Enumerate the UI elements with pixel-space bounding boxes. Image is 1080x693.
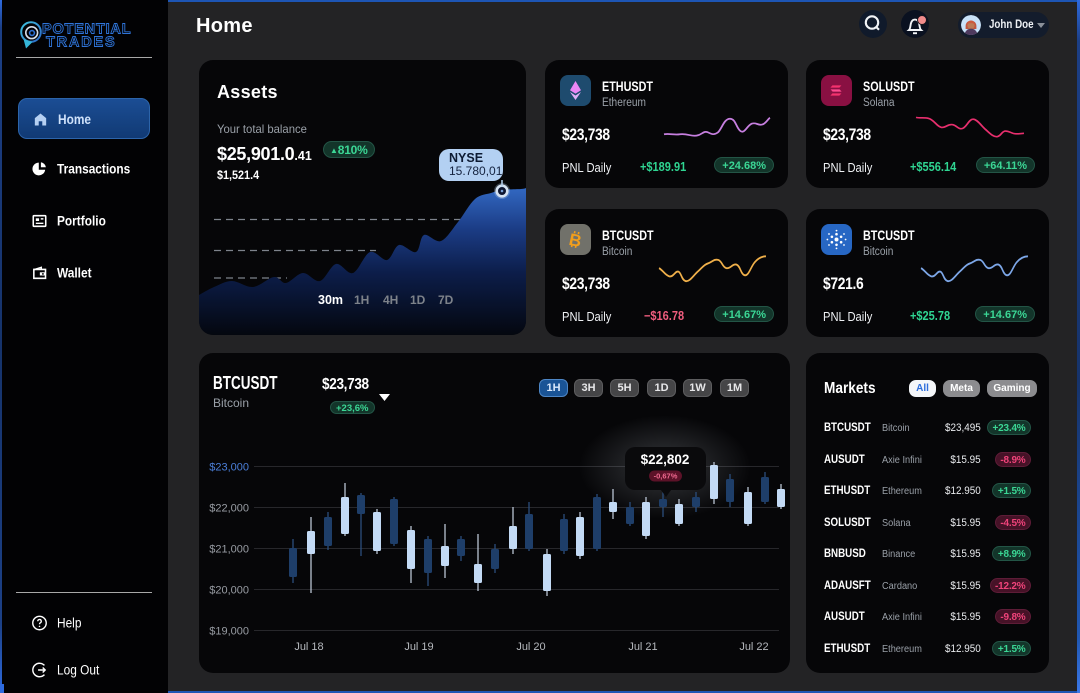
svg-text:POTENTIAL: POTENTIAL: [42, 22, 131, 38]
svg-text:$20,000: $20,000: [209, 585, 249, 597]
svg-text:Jul 22: Jul 22: [739, 641, 768, 653]
svg-text:$19,000: $19,000: [209, 626, 249, 638]
svg-text:$22,000: $22,000: [209, 503, 249, 515]
svg-text:$22,802: $22,802: [641, 452, 690, 467]
svg-text:-0,67%: -0,67%: [654, 472, 678, 481]
svg-text:$23,000: $23,000: [209, 462, 249, 474]
svg-text:Jul 18: Jul 18: [294, 641, 323, 653]
svg-text:Jul 19: Jul 19: [404, 641, 433, 653]
svg-text:TRADES: TRADES: [46, 35, 116, 51]
svg-text:Jul 21: Jul 21: [628, 641, 657, 653]
svg-text:$21,000: $21,000: [209, 544, 249, 556]
svg-text:Jul 20: Jul 20: [516, 641, 545, 653]
